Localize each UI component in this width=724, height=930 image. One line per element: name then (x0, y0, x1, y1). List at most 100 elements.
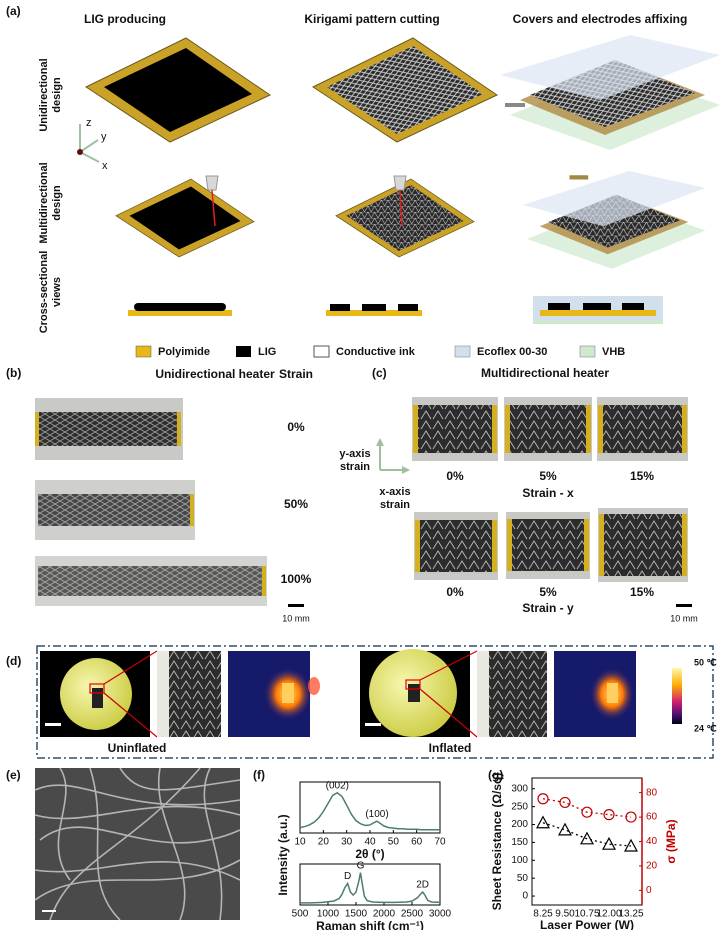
marker (579, 831, 595, 845)
axis-label: z (86, 117, 92, 129)
axis-label: y-axis (339, 448, 370, 460)
photo (35, 398, 183, 460)
y-tick-label: 200 (511, 819, 528, 830)
marker (557, 822, 573, 836)
strain-label: 0% (446, 585, 464, 599)
lig-sheet (84, 37, 272, 143)
panel-title: Multidirectional heater (481, 366, 609, 380)
x-tick-label: 30 (341, 837, 353, 848)
row-label: Multidirectional (38, 162, 50, 243)
strain-label: 0% (287, 420, 305, 434)
axis-label: strain (340, 461, 370, 473)
legend-label: LIG (258, 346, 276, 358)
x-tick-label: 50 (388, 837, 400, 848)
strain-axes (376, 438, 410, 474)
annotation: (100) (365, 809, 388, 820)
y2-tick-label: 0 (646, 885, 652, 896)
layered-sheet (522, 171, 706, 269)
plot-frame (299, 863, 441, 906)
x-tick-label: 2000 (373, 909, 396, 920)
colorbar-label: 24 ℃ (694, 723, 717, 733)
kirigami-sheet (311, 37, 499, 143)
plot-frame (531, 777, 643, 906)
x-tick-label: 60 (411, 837, 423, 848)
panel-label: (g) (488, 768, 503, 782)
strain-label: 5% (539, 469, 557, 483)
y-tick-label: 250 (511, 801, 528, 812)
panel-label: (e) (6, 768, 21, 782)
legend-label: VHB (602, 346, 625, 358)
marker (559, 796, 571, 809)
y-tick-label: 300 (511, 783, 528, 794)
annotation: D (344, 871, 351, 882)
data-line (299, 791, 440, 831)
legend-label: Ecoflex 00-30 (477, 346, 547, 358)
x-tick-label: 1500 (345, 909, 368, 920)
panel-label: (d) (6, 654, 21, 668)
scale-bar (288, 604, 304, 607)
x-axis-label: Raman shift (cm⁻¹) (316, 919, 424, 930)
panel-label: (b) (6, 366, 21, 380)
strain-label: 0% (446, 469, 464, 483)
y-tick-label: 0 (522, 891, 528, 902)
scale-label: 10 mm (670, 613, 698, 623)
row-label: design (51, 185, 63, 221)
lig-sheet (115, 178, 255, 258)
legend (135, 345, 596, 358)
y2-tick-label: 80 (646, 787, 658, 798)
column-header: Strain (279, 367, 313, 381)
axis-label: x-axis (379, 486, 410, 498)
strain-label: 50% (284, 497, 308, 511)
x-tick-label: 40 (364, 837, 376, 848)
panel-frame (36, 645, 714, 759)
scale-bar (676, 604, 692, 607)
data-line (300, 872, 441, 904)
marker (603, 809, 615, 821)
annotation: 2D (416, 880, 429, 891)
panel-title: Unidirectional heater (155, 367, 275, 381)
column-header: Covers and electrodes affixing (513, 12, 688, 26)
x-tick-label: 2500 (401, 909, 424, 920)
panel-label: (f) (253, 768, 265, 782)
row-caption: Strain - x (522, 486, 574, 500)
column-header: LIG producing (84, 12, 166, 26)
panel-label: (a) (6, 4, 21, 18)
kirigami-sheet (335, 178, 475, 258)
marker (535, 815, 551, 829)
y2-axis-label: σ (MPa) (664, 819, 678, 863)
legend-label: Polyimide (158, 346, 210, 358)
x-axis-label: Laser Power (W) (540, 918, 634, 930)
y2-tick-label: 20 (646, 861, 658, 872)
y-axis-label: Sheet Resistance (Ω/sq) (490, 773, 504, 911)
marker (537, 793, 549, 805)
annotation: G (357, 860, 365, 871)
x-tick-label: 3000 (429, 909, 452, 920)
photo (360, 649, 636, 738)
caption: Inflated (429, 741, 472, 755)
axis-label: y (101, 131, 107, 143)
y2-tick-label: 60 (646, 812, 658, 823)
row-label: Cross-sectional (38, 251, 50, 334)
panel-label: (c) (372, 366, 387, 380)
y2-tick-label: 40 (646, 836, 658, 847)
x-tick-label: 8.25 (533, 909, 553, 920)
strain-label: 15% (630, 469, 654, 483)
x-tick-label: 10 (294, 837, 306, 848)
row-label: views (51, 277, 63, 307)
y-tick-label: 100 (511, 855, 528, 866)
laser (205, 175, 219, 227)
strain-label: 100% (281, 572, 312, 586)
y-tick-label: 150 (511, 837, 528, 848)
photo (35, 480, 195, 540)
colorbar-label: 50 ℃ (694, 657, 717, 667)
row-label: design (51, 77, 63, 113)
sem-image (34, 767, 241, 921)
x-tick-label: 10.75 (574, 909, 599, 920)
axis-triad (77, 124, 100, 163)
x-tick-label: 13.25 (618, 909, 643, 920)
scale-label: 10 mm (282, 613, 310, 623)
marker (625, 811, 637, 823)
x-tick-label: 20 (318, 837, 330, 848)
layered-sheet (500, 35, 720, 150)
